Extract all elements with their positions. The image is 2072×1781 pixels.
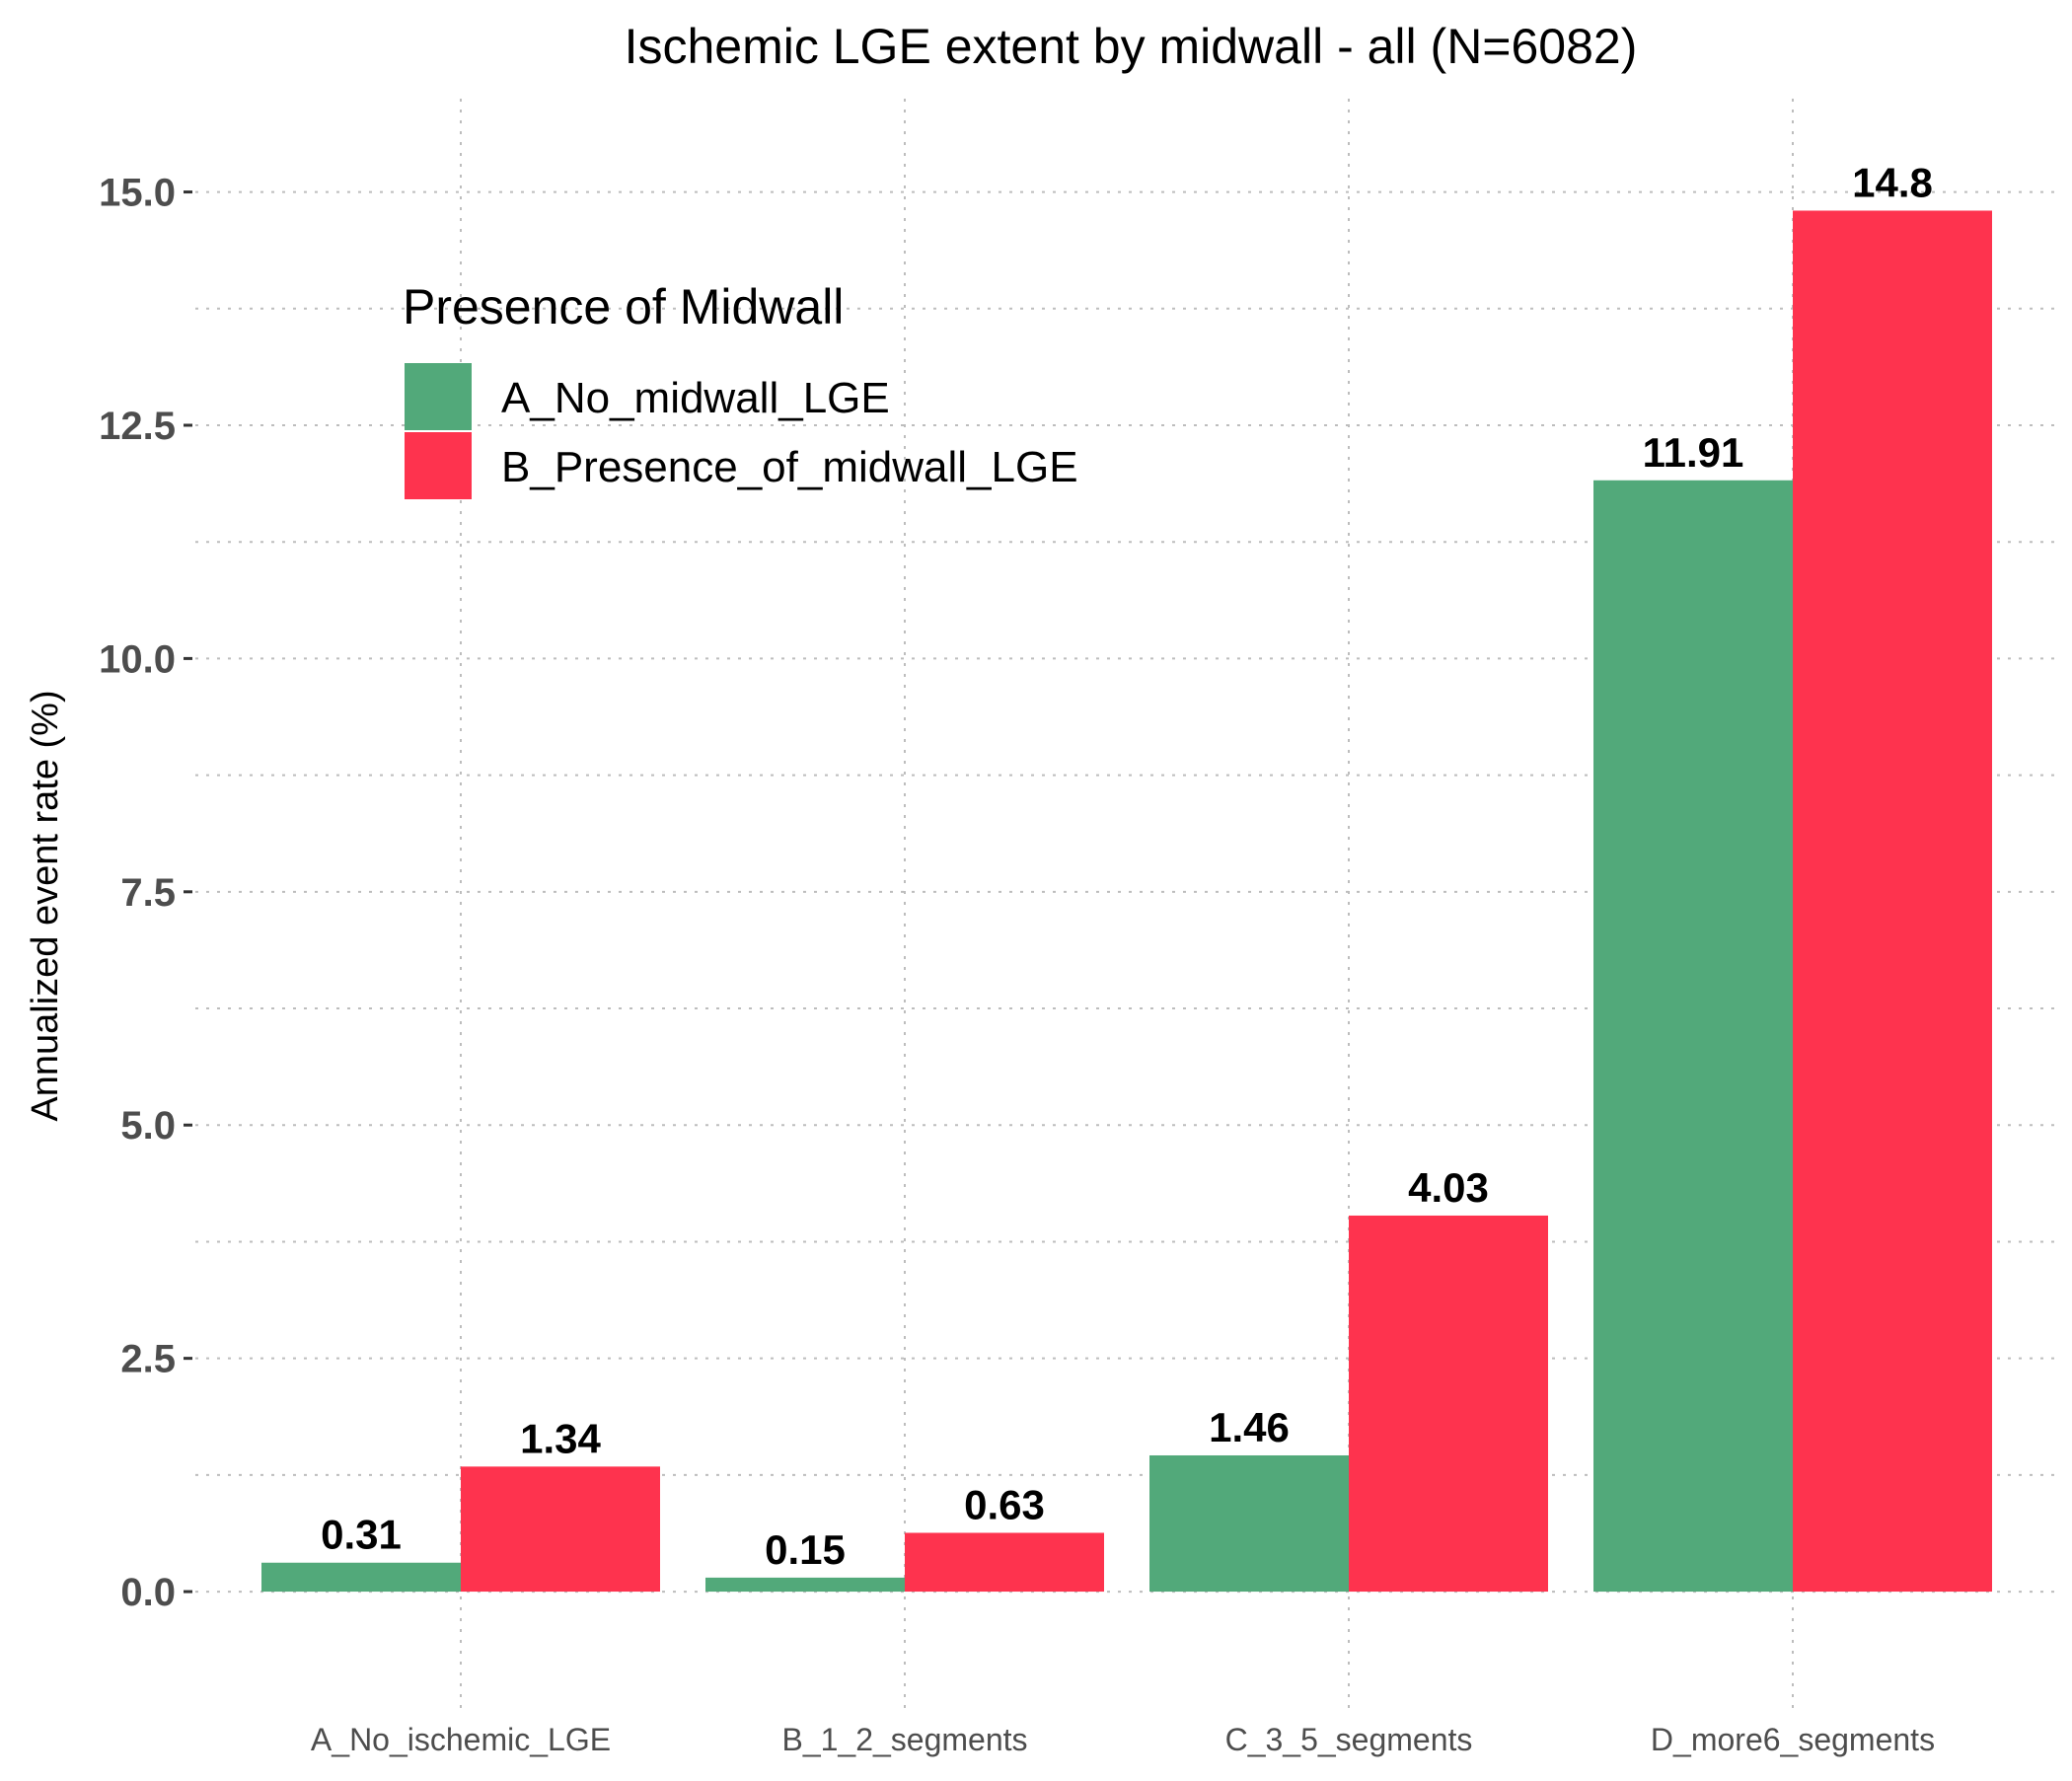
y-axis-label: Annualized event rate (%) xyxy=(25,690,66,1121)
data-label: 1.46 xyxy=(1209,1404,1290,1450)
data-label: 11.91 xyxy=(1643,429,1744,476)
y-tick-label: 12.5 xyxy=(99,405,176,448)
legend-items: A_No_midwall_LGE B_Presence_of_midwall_LG… xyxy=(405,363,1078,499)
bar xyxy=(261,1562,461,1593)
bar xyxy=(1793,210,1992,1593)
bar-layer xyxy=(261,210,1992,1593)
data-label: 0.63 xyxy=(964,1481,1045,1527)
bar xyxy=(1149,1454,1349,1593)
legend: Presence of Midwall A_No_midwall_LGE B_Pr… xyxy=(403,279,1078,499)
legend-swatch xyxy=(405,432,472,499)
x-tick-label: B_1_2_segments xyxy=(781,1722,1027,1757)
bar xyxy=(1593,480,1793,1593)
data-label: 14.8 xyxy=(1852,159,1933,205)
legend-title: Presence of Midwall xyxy=(403,279,844,334)
y-tick-label: 5.0 xyxy=(120,1104,176,1148)
label-layer: 0.31 0.15 1.46 11.91 1.34 0.63 4.03 14.8 xyxy=(321,159,1933,1572)
legend-label: A_No_midwall_LGE xyxy=(501,374,890,422)
chart-title: Ischemic LGE extent by midwall - all (N=… xyxy=(625,19,1638,74)
x-tick-label: C_3_5_segments xyxy=(1225,1722,1473,1757)
data-label: 4.03 xyxy=(1408,1164,1489,1211)
bar xyxy=(461,1466,660,1593)
x-tick-label: D_more6_segments xyxy=(1651,1722,1935,1757)
y-tick-label: 15.0 xyxy=(99,172,176,215)
legend-swatch xyxy=(405,363,472,430)
bar xyxy=(705,1577,905,1593)
x-tick-label: A_No_ischemic_LGE xyxy=(311,1722,611,1757)
bar xyxy=(1349,1215,1548,1593)
data-label: 0.15 xyxy=(765,1526,846,1573)
y-tick-label: 7.5 xyxy=(120,871,176,915)
y-tick-label: 0.0 xyxy=(120,1571,176,1614)
y-tick-label: 2.5 xyxy=(120,1338,176,1381)
y-tick-label: 10.0 xyxy=(99,637,176,681)
data-label: 1.34 xyxy=(520,1415,601,1461)
data-label: 0.31 xyxy=(321,1512,402,1558)
legend-label: B_Presence_of_midwall_LGE xyxy=(501,443,1078,491)
axis-layer: 0.0 2.5 5.0 7.5 10.0 12.5 15.0 A_No_ischemic_LG… xyxy=(99,172,1935,1757)
bar xyxy=(905,1532,1104,1593)
